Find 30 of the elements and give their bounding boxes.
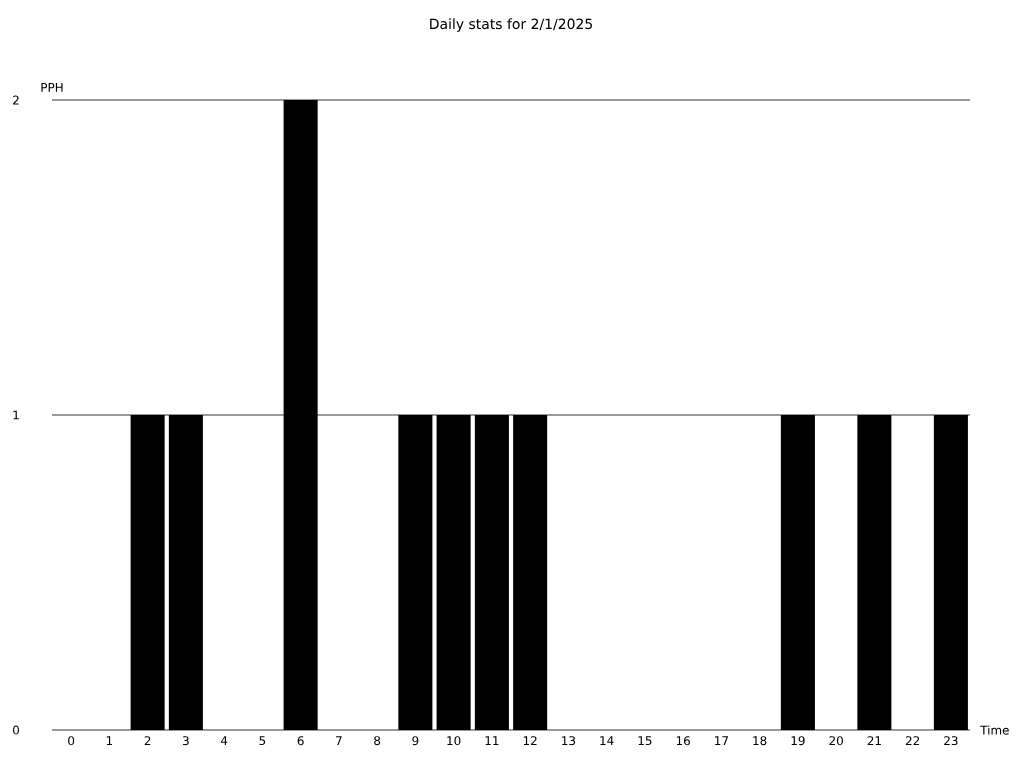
y-tick-label: 0 <box>12 725 20 735</box>
x-tick-label: 14 <box>600 736 614 745</box>
x-tick-label: 16 <box>676 736 690 746</box>
x-tick-label: 21 <box>867 736 881 746</box>
x-tick-label: 17 <box>715 736 728 745</box>
x-tick-label: 20 <box>829 736 843 746</box>
x-tick-label: 6 <box>297 736 304 746</box>
x-tick-label: 15 <box>638 736 652 746</box>
x-tick-label: 9 <box>412 736 419 746</box>
x-tick-label: 10 <box>447 736 461 746</box>
x-tick-label: 18 <box>753 736 767 746</box>
x-tick-label: 4 <box>220 736 228 745</box>
x-tick-label: 13 <box>562 736 576 746</box>
x-tick-label: 8 <box>374 736 381 746</box>
x-tick-label: 11 <box>485 736 499 745</box>
x-tick-label: 22 <box>905 736 920 746</box>
y-tick-label: 1 <box>13 410 19 420</box>
y-tick-label: 2 <box>13 95 19 105</box>
x-tick-label: 7 <box>336 736 342 745</box>
chart-title: Daily stats for 2/1/2025 <box>430 18 592 32</box>
x-tick-label: 23 <box>944 736 958 746</box>
x-tick-label: 12 <box>523 736 537 746</box>
x-tick-label: 1 <box>106 736 113 745</box>
x-tick-label: 5 <box>259 736 266 746</box>
y-axis-title: PPH <box>41 83 63 92</box>
x-axis-title: Time <box>980 725 1009 735</box>
x-tick-label: 3 <box>182 736 189 746</box>
x-tick-label: 2 <box>144 736 151 746</box>
x-tick-label: 19 <box>791 736 805 746</box>
x-tick-label: 0 <box>68 736 75 746</box>
